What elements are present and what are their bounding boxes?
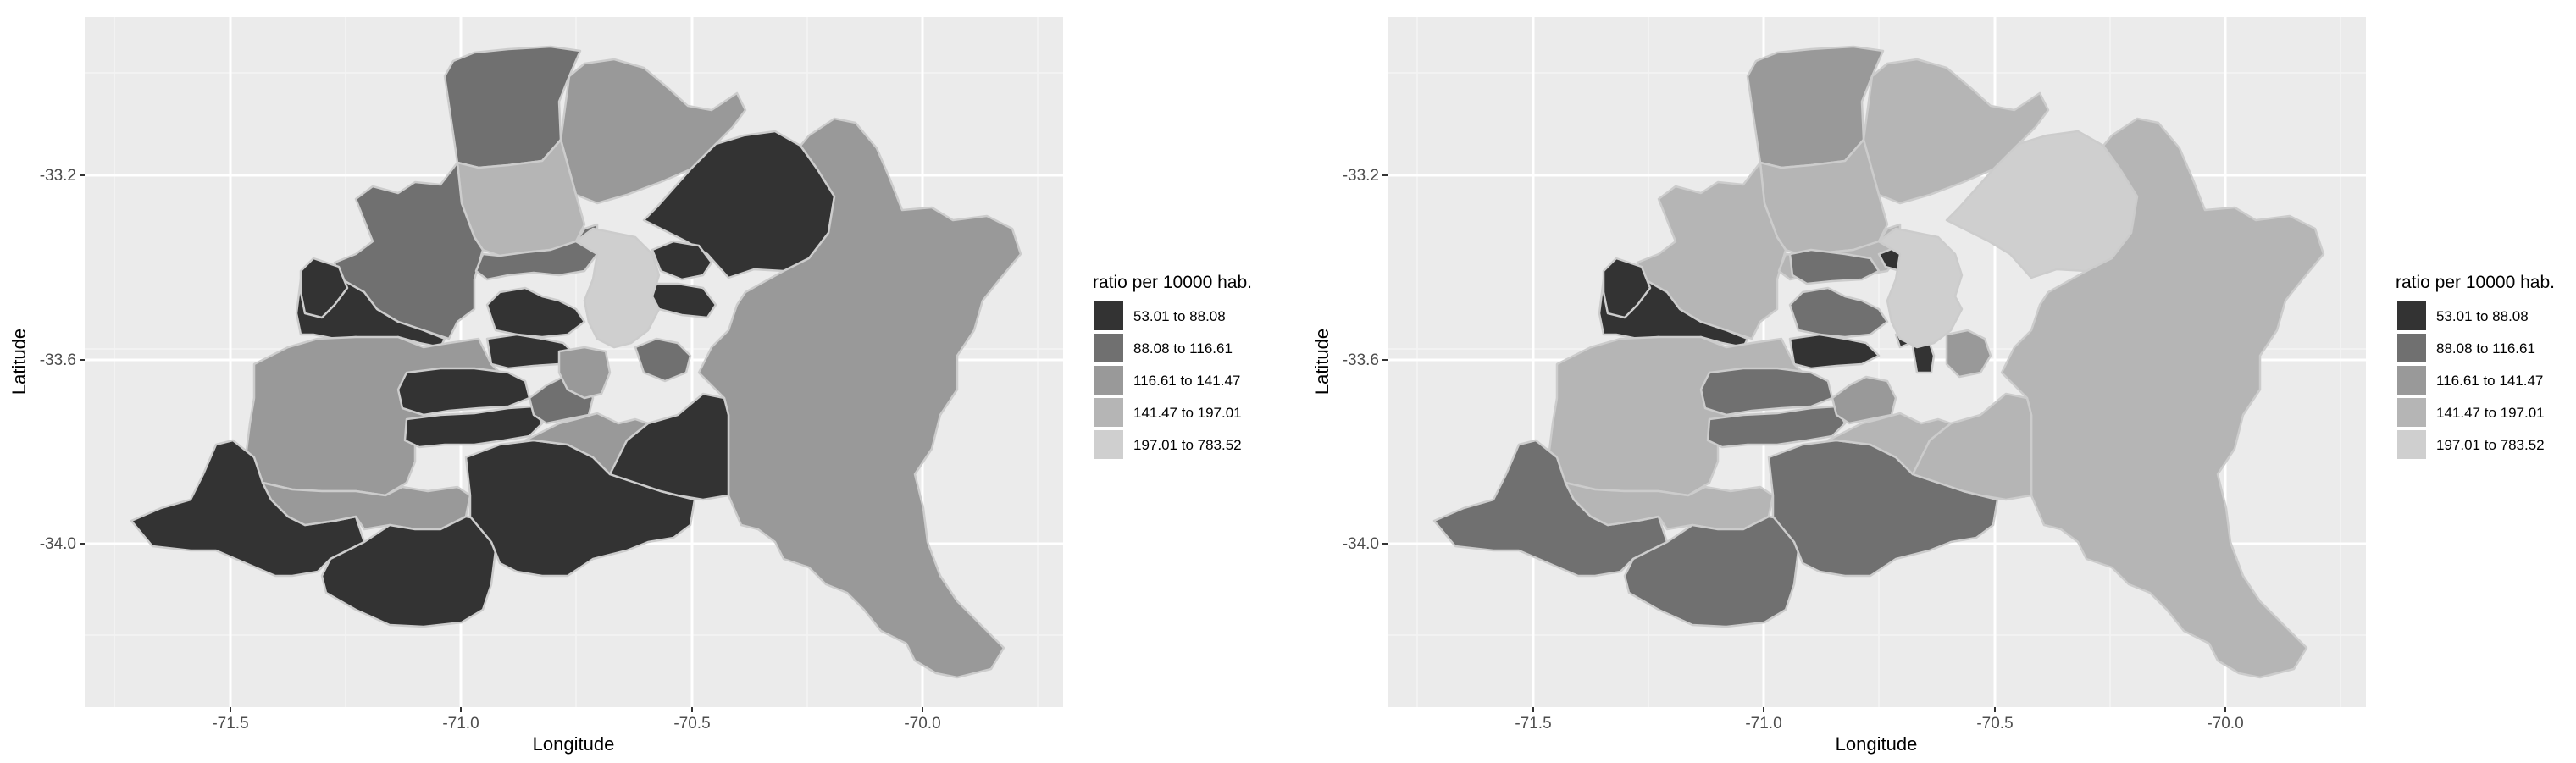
region — [2000, 117, 2325, 679]
region — [1623, 515, 1800, 628]
legend-label: 116.61 to 141.47 — [2436, 373, 2543, 389]
x-tick-label: -70.5 — [673, 715, 710, 733]
region — [557, 346, 612, 400]
x-tick-label: -70.5 — [1976, 715, 2013, 733]
legend: ratio per 10000 hab. 53.01 to 88.08 88.0… — [1093, 273, 1252, 459]
y-tick-label: -33.2 — [40, 167, 76, 185]
legend-label: 116.61 to 141.47 — [1133, 373, 1240, 389]
region — [697, 117, 1022, 679]
legend-label: 53.01 to 88.08 — [1133, 308, 1226, 324]
legend-label: 197.01 to 783.52 — [2436, 437, 2545, 453]
map-regions — [130, 45, 1022, 679]
legend-title: ratio per 10000 hab. — [1093, 273, 1252, 292]
x-tick-label: -71.5 — [212, 715, 248, 733]
axis-ticks — [80, 174, 923, 712]
region — [396, 367, 531, 417]
y-tick-label: -33.2 — [1343, 167, 1379, 185]
legend-swatch — [1094, 398, 1123, 427]
y-tick-label: -33.6 — [40, 351, 76, 369]
region — [608, 392, 730, 501]
x-tick-label: -71.0 — [442, 715, 479, 733]
legend-swatch — [1094, 430, 1123, 459]
region — [559, 58, 747, 205]
legend: ratio per 10000 hab. 53.01 to 88.08 88.0… — [2396, 273, 2555, 459]
region — [1862, 58, 2050, 205]
region — [1877, 227, 1964, 349]
y-tick-label: -34.0 — [40, 535, 76, 553]
x-tick-label: -71.0 — [1745, 715, 1781, 733]
map-panel-2: -33.2 -33.6 -34.0 -71.5 -71.0 -70.5 -70.… — [1311, 17, 2555, 755]
legend-swatch — [1094, 301, 1123, 330]
x-tick-label: -70.0 — [2207, 715, 2243, 733]
legend-label: 141.47 to 197.01 — [2436, 405, 2545, 421]
legend-swatch — [2397, 430, 2426, 459]
legend-title: ratio per 10000 hab. — [2396, 273, 2555, 292]
region — [1636, 161, 1787, 340]
x-axis-title: Longitude — [533, 733, 615, 755]
legend-label: 88.08 to 116.61 — [1133, 340, 1233, 357]
x-tick-label: -71.5 — [1515, 715, 1551, 733]
region — [651, 240, 713, 281]
region — [1788, 286, 1889, 339]
legend-swatch — [2397, 301, 2426, 330]
region — [1831, 375, 1897, 425]
region — [1788, 248, 1881, 285]
legend-swatch — [2397, 366, 2426, 395]
region — [1911, 392, 2033, 501]
legend-swatch — [2397, 398, 2426, 427]
region — [1788, 333, 1881, 370]
region — [320, 515, 497, 628]
region — [1945, 329, 1992, 379]
region — [485, 286, 586, 339]
legend-label: 197.01 to 783.52 — [1133, 437, 1242, 453]
region — [524, 412, 650, 476]
y-tick-label: -33.6 — [1343, 351, 1379, 369]
region — [333, 161, 485, 340]
legend-swatch — [1094, 334, 1123, 362]
y-axis-title: Latitude — [1311, 329, 1332, 395]
region — [634, 337, 692, 383]
region — [299, 257, 349, 319]
legend-label: 88.08 to 116.61 — [2436, 340, 2535, 357]
region — [1706, 405, 1847, 449]
legend-swatch — [1094, 366, 1123, 395]
region — [574, 227, 661, 349]
map-regions — [1432, 45, 2325, 679]
region — [1826, 412, 1953, 476]
region — [403, 405, 544, 449]
region — [1602, 257, 1652, 319]
legend-swatch — [2397, 334, 2426, 362]
y-tick-label: -34.0 — [1343, 535, 1379, 553]
region — [1699, 367, 1834, 417]
x-tick-label: -70.0 — [904, 715, 940, 733]
map-panel-1: -33.2 -33.6 -34.0 -71.5 -71.0 -70.5 -70.… — [8, 17, 1252, 755]
y-axis-title: Latitude — [8, 329, 30, 395]
axis-ticks — [1382, 174, 2226, 712]
legend-label: 53.01 to 88.08 — [2436, 308, 2529, 324]
legend-label: 141.47 to 197.01 — [1133, 405, 1242, 421]
x-axis-title: Longitude — [1836, 733, 1918, 755]
